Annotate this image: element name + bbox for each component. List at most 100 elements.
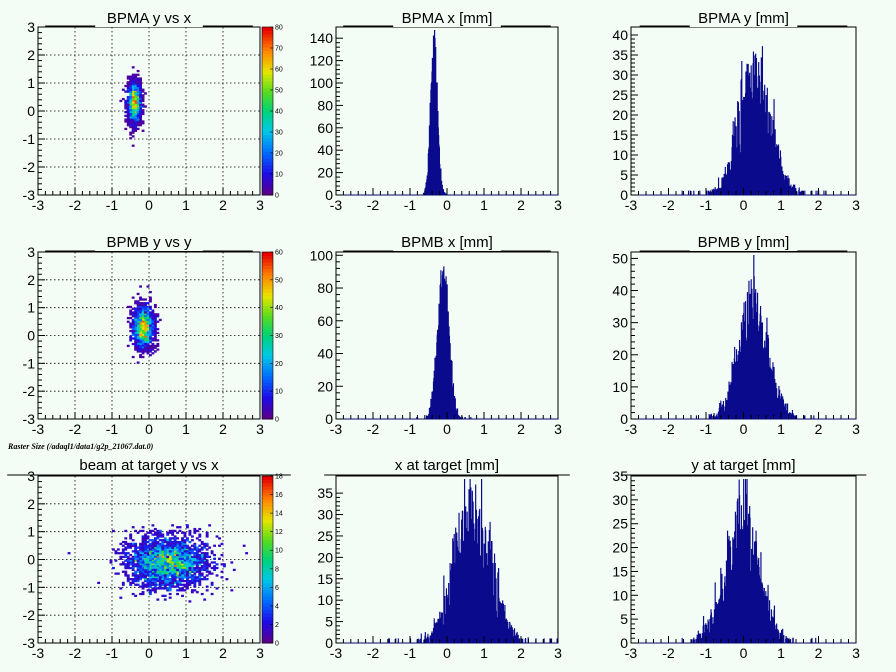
heatmap-cell <box>149 576 152 579</box>
heatmap-cell <box>141 305 145 309</box>
histogram-bars <box>631 254 856 420</box>
heatmap-cell <box>200 561 204 564</box>
y-tick-label: 120 <box>310 53 334 69</box>
colorbar-tick-label: 40 <box>275 109 283 116</box>
chart-title: BPMA y vs x <box>107 10 192 27</box>
heatmap-cell <box>129 137 133 140</box>
heatmap-cell <box>131 81 135 84</box>
heatmap-cell <box>173 544 177 547</box>
heatmap-cell <box>136 568 140 572</box>
heatmap-cell <box>146 339 150 342</box>
y-tick-label: 140 <box>310 30 334 46</box>
heatmap-cell <box>183 546 187 549</box>
heatmap-cell <box>134 81 138 84</box>
heatmap-cell <box>139 355 142 359</box>
heatmap-cell <box>144 542 147 546</box>
heatmap-cell <box>121 583 125 586</box>
heatmap-cell <box>139 348 142 351</box>
heatmap-cell <box>144 329 147 333</box>
heatmap-cell <box>146 346 150 349</box>
heatmap-cell <box>173 552 177 555</box>
heatmap-cell <box>139 92 142 95</box>
heatmap-cell <box>193 576 197 579</box>
heatmap-cell <box>173 570 177 573</box>
heatmap-cell <box>195 565 199 568</box>
colorbar-tick-label: 60 <box>275 67 283 74</box>
colorbar-cell <box>262 582 273 587</box>
heatmap-cell <box>166 555 170 559</box>
colorbar-cell <box>262 606 273 611</box>
chart-title: BPMB y vs y <box>106 234 192 251</box>
heatmap-cell <box>129 305 133 309</box>
heatmap-cell <box>112 548 115 551</box>
heatmap-cell <box>126 114 130 117</box>
heatmap-cell <box>141 553 145 557</box>
heatmap-cell <box>126 81 130 84</box>
heatmap-cell <box>158 552 162 555</box>
heatmap-cell <box>139 342 142 346</box>
heatmap-cell <box>126 107 130 110</box>
heatmap-cell <box>210 566 214 570</box>
heatmap-cell <box>205 585 209 588</box>
heatmap-cell <box>136 309 140 312</box>
heatmap-cell <box>168 544 172 547</box>
heatmap-cell <box>230 561 234 564</box>
colorbar-cell <box>262 352 273 357</box>
heatmap-cell <box>141 315 145 318</box>
heatmap-cell <box>149 539 152 542</box>
heatmap-cell <box>161 542 165 546</box>
heatmap-cell <box>153 591 157 594</box>
y-tick-label: 1 <box>27 75 35 91</box>
heatmap-cell <box>193 531 197 534</box>
colorbar-tick-label: 50 <box>275 88 283 95</box>
heatmap-cell <box>139 311 142 314</box>
heatmap-cell <box>131 326 135 329</box>
heatmap-cell <box>168 548 172 551</box>
heatmap-cell <box>139 585 142 588</box>
heatmap-cell <box>153 315 157 318</box>
heatmap-cell <box>176 568 179 572</box>
colorbar-cell <box>262 288 273 293</box>
heatmap-cell <box>124 572 128 575</box>
heatmap-cell <box>190 552 194 555</box>
colorbar-cell <box>262 188 273 193</box>
heatmap-cell <box>190 576 194 579</box>
heatmap-cell <box>198 576 202 579</box>
heatmap-cell <box>205 555 209 559</box>
heatmap-cell <box>151 570 155 573</box>
heatmap-cell <box>200 548 204 551</box>
heatmap-cell <box>151 576 155 579</box>
heatmap-cell <box>205 566 209 570</box>
heatmap-cell <box>136 333 140 336</box>
heatmap-cell <box>186 526 189 529</box>
title-box <box>689 9 798 27</box>
heatmap-cell <box>166 531 170 534</box>
heatmap-cell <box>141 559 145 562</box>
colorbar-cell <box>262 178 273 183</box>
x-tick-label: -3 <box>625 645 638 661</box>
heatmap-cell <box>144 535 147 538</box>
heatmap-cell <box>186 555 189 559</box>
heatmap-cell <box>131 83 135 86</box>
heatmap-cell <box>153 548 157 551</box>
heatmap-cell <box>131 131 135 134</box>
colorbar-cell <box>262 372 273 377</box>
title-box <box>95 9 203 27</box>
heatmap-cell <box>186 576 189 579</box>
heatmap-cell <box>176 540 179 544</box>
heatmap-cell <box>116 548 120 551</box>
heatmap-cell <box>193 572 197 575</box>
colorbar-cell <box>262 395 273 400</box>
heatmap-cell <box>149 579 152 583</box>
heatmap-cell <box>129 109 133 112</box>
heatmap-cell <box>126 579 130 583</box>
chart-title: BPMB y [mm] <box>698 234 790 251</box>
heatmap-cell <box>131 103 135 106</box>
heatmap-cell <box>166 576 170 579</box>
heatmap-cell <box>134 550 138 553</box>
heatmap-cell <box>129 124 133 127</box>
heatmap-cell <box>193 589 197 592</box>
heatmap-cell <box>144 533 147 536</box>
x-tick-label: 2 <box>517 197 525 213</box>
